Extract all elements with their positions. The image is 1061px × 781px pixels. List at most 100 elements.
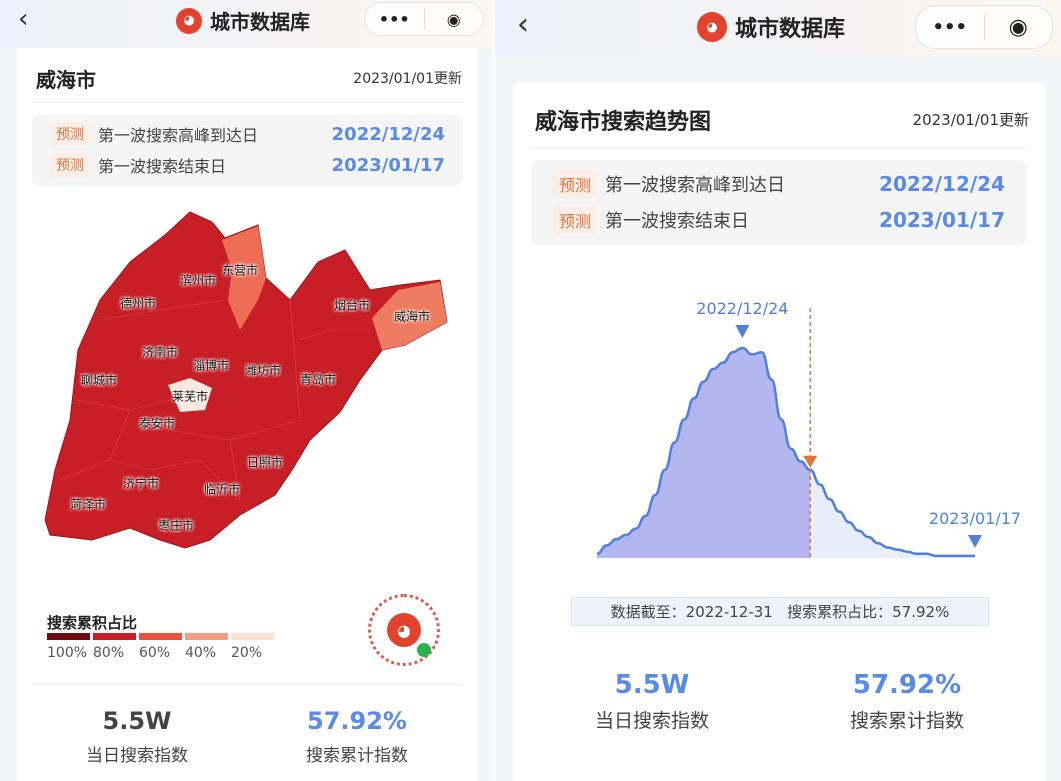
map-label-city[interactable]: 青岛市: [299, 372, 337, 387]
forecast-tag: 预测: [553, 170, 598, 198]
forecast-row: 预测 第一波搜索高峰到达日 2022/12/24: [32, 122, 463, 146]
stat-label: 当日搜索指数: [594, 710, 710, 732]
map-label-city[interactable]: 潍坊市: [244, 363, 282, 378]
map-province[interactable]: [44, 211, 448, 549]
close-target-button[interactable]: ◉: [1008, 14, 1028, 40]
app-title: 城市数据库: [210, 10, 310, 34]
series-line: [596, 346, 975, 558]
forecast-row: 预测 第一波搜索结束日 2023/01/17: [531, 206, 1027, 234]
legend-label: 20%: [231, 645, 263, 661]
map-label-city[interactable]: 烟台市: [333, 298, 371, 313]
stat-daily: 5.5W 当日搜索指数: [595, 670, 709, 733]
forecast-date: 2023/01/17: [879, 208, 1005, 232]
forecast-label: 第一波搜索高峰到达日: [605, 175, 786, 196]
legend-title: 搜索累积占比: [47, 614, 138, 632]
forecast-tag: 预测: [50, 122, 90, 146]
logo-icon: ◕: [387, 613, 421, 647]
legend-swatch: [47, 633, 90, 640]
map-label-city[interactable]: 临沂市: [203, 482, 241, 497]
divider: [983, 14, 985, 40]
stat-cumulative: 57.92% 搜索累计指数: [850, 670, 964, 733]
map-label-city[interactable]: 济南市: [141, 345, 179, 360]
peak-label: 2022/12/24: [696, 299, 788, 318]
legend-label: 60%: [139, 645, 171, 661]
left-screen: ‹ ◕ 城市数据库 ••• ◉ 威海市 2023/01/01更新 预测 第一波搜索高…: [0, 0, 493, 781]
stat-value: 5.5W: [614, 670, 690, 700]
legend-item: 40%: [185, 633, 228, 661]
stat-value: 57.92%: [852, 670, 962, 700]
forecast-box: 预测 第一波搜索高峰到达日 2022/12/24 预测 第一波搜索结束日 2023/01…: [32, 114, 463, 186]
trend-chart[interactable]: 2022/12/24 2023/01/17: [495, 280, 1061, 580]
app-title: 城市数据库: [735, 17, 846, 42]
legend-label: 80%: [93, 645, 125, 661]
stat-label: 搜索累计指数: [849, 710, 965, 732]
map-label-city[interactable]: 聊城市: [80, 373, 118, 388]
close-target-button[interactable]: ◉: [446, 9, 461, 29]
logo-icon: ◕: [697, 12, 727, 42]
forecast-box: 预测 第一波搜索高峰到达日 2022/12/24 预测 第一波搜索结束日 2023/01…: [531, 160, 1027, 246]
back-button[interactable]: ‹: [517, 7, 529, 42]
forecast-date: 2022/12/24: [879, 172, 1005, 196]
stat-value: 57.92%: [307, 707, 407, 735]
map-region-weihai[interactable]: [372, 282, 447, 350]
area-past: [597, 348, 811, 558]
forecast-row: 预测 第一波搜索高峰到达日 2022/12/24: [531, 170, 1027, 198]
city-title: 威海市: [36, 68, 96, 92]
map-label-city[interactable]: 滨州市: [179, 273, 217, 288]
logo-icon: ◕: [176, 7, 202, 34]
legend-item: 20%: [231, 633, 274, 661]
forecast-date: 2022/12/24: [331, 123, 445, 145]
map-label-city[interactable]: 德州市: [119, 296, 157, 311]
data-info-bar: 数据截至：2022-12-31 搜索累积占比：57.92%: [571, 597, 989, 626]
cutoff-marker-icon: [803, 455, 818, 468]
update-date: 2023/01/01更新: [353, 71, 462, 87]
end-label: 2023/01/17: [929, 509, 1021, 528]
map-region-laiwu[interactable]: [168, 378, 212, 412]
map-label-city[interactable]: 淄博市: [192, 358, 230, 373]
map-label-city[interactable]: 济宁市: [122, 476, 160, 491]
forecast-tag: 预测: [50, 153, 90, 177]
map-label-city[interactable]: 威海市: [393, 309, 431, 324]
miniprogram-icon: [417, 643, 431, 657]
stat-daily: 5.5W 当日搜索指数: [86, 707, 188, 766]
legend-item: 60%: [139, 633, 182, 661]
legend-swatch: [93, 633, 136, 640]
map-label-city[interactable]: 菏泽市: [69, 497, 107, 512]
peak-marker-icon: [735, 325, 750, 338]
forecast-date: 2023/01/17: [331, 154, 445, 176]
nav-bar: ‹ ◕ 城市数据库 ••• ◉: [495, 0, 1061, 56]
end-marker-icon: [968, 535, 982, 548]
nav-bar: ‹ ◕ 城市数据库 ••• ◉: [0, 0, 493, 48]
map-label-city[interactable]: 日照市: [246, 455, 284, 470]
map-label-city[interactable]: 枣庄市: [157, 518, 195, 533]
back-button[interactable]: ‹: [18, 4, 29, 34]
forecast-tag: 预测: [553, 206, 598, 234]
legend-item: 100%: [47, 633, 90, 661]
qr-code[interactable]: ◕: [368, 594, 440, 666]
divider: [423, 9, 425, 29]
right-screen: ‹ ◕ 城市数据库 ••• ◉ 威海市搜索趋势图 2023/01/01更新 预测第…: [495, 0, 1061, 781]
map-label-city[interactable]: 东营市: [221, 263, 259, 278]
map-label-city[interactable]: 莱芜市: [171, 389, 209, 404]
stat-label: 当日搜索指数: [86, 746, 188, 766]
stat-value: 5.5W: [102, 707, 172, 735]
capsule-menu: ••• ◉: [364, 2, 484, 36]
trend-title: 威海市搜索趋势图: [535, 110, 712, 135]
legend-label: 100%: [47, 645, 88, 661]
map-label-city[interactable]: 泰安市: [138, 416, 176, 431]
app-brand: ◕ 城市数据库: [697, 11, 845, 43]
legend-swatch: [185, 633, 228, 640]
forecast-row: 预测 第一波搜索结束日 2023/01/17: [32, 153, 463, 177]
more-button[interactable]: •••: [378, 9, 410, 29]
stat-cumulative: 57.92% 搜索累计指数: [306, 707, 408, 766]
divider: [32, 102, 463, 103]
divider: [32, 684, 462, 685]
map-region-dongying[interactable]: [222, 226, 266, 330]
forecast-label: 第一波搜索结束日: [98, 157, 227, 176]
map-borders: [59, 299, 370, 501]
province-map[interactable]: [0, 0, 493, 600]
app-brand: ◕ 城市数据库: [176, 6, 310, 35]
legend-swatch: [231, 633, 274, 640]
more-button[interactable]: •••: [932, 16, 967, 38]
legend: 100% 80% 60% 40% 20%: [47, 633, 274, 661]
